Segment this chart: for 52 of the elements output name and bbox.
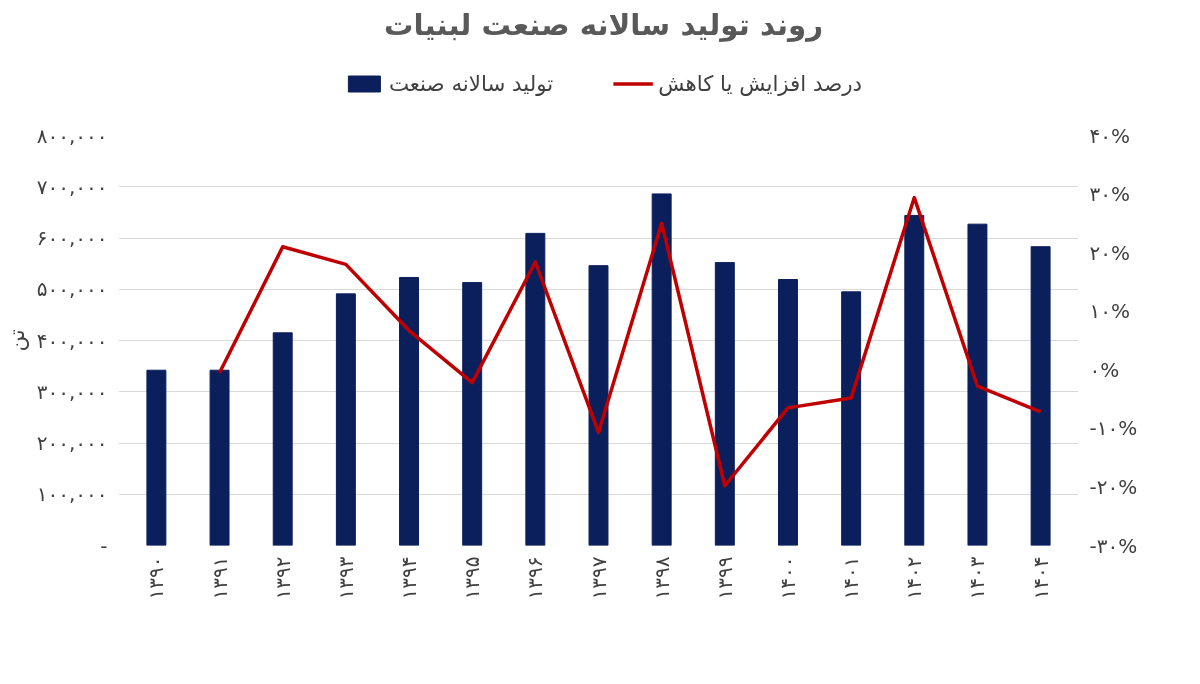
y2-tick-label: -۱۰% [1089,416,1138,441]
y-tick-label: ۱۰۰,۰۰۰ [36,482,108,507]
y-axis-title: تن [3,329,29,352]
x-tick-label: ۱۴۰۴ [1028,556,1053,600]
y-tick-label: - [100,533,108,558]
x-tick-label: ۱۳۹۲ [270,556,295,600]
y2-tick-label: ۰% [1089,357,1120,382]
legend-label: درصد افزایش یا کاهش [658,70,863,96]
y2-tick-label: ۱۰% [1089,299,1130,324]
y2-tick-label: -۲۰% [1089,474,1138,499]
x-tick-label: ۱۳۹۳ [333,556,358,600]
x-tick-label: ۱۳۹۴ [397,556,422,600]
x-tick-label: ۱۴۰۱ [839,556,864,600]
x-tick-label: ۱۳۹۸ [649,556,674,600]
chart-title: روند تولید سالانه صنعت لبنیات [383,7,824,42]
y-tick-label: ۳۰۰,۰۰۰ [36,379,108,404]
bar [146,369,167,546]
bar [525,232,546,546]
bar [399,276,419,546]
y-tick-label: ۵۰۰,۰۰۰ [36,277,108,302]
x-tick-label: ۱۴۰۰ [775,556,800,600]
x-tick-label: ۱۳۹۵ [460,556,485,600]
y-tick-label: ۴۰۰,۰۰۰ [36,328,108,353]
bar [841,291,862,546]
x-tick-label: ۱۳۹۶ [523,556,548,600]
x-tick-label: ۱۳۹۰ [144,556,169,600]
x-tick-label: ۱۳۹۷ [586,556,611,600]
bar [272,332,293,546]
y-tick-label: ۶۰۰,۰۰۰ [36,226,108,250]
x-tick-label: ۱۳۹۱ [207,556,232,600]
bar [335,293,356,546]
bar [1030,246,1051,546]
y2-tick-label: -۳۰% [1089,533,1138,558]
bar [209,369,230,546]
legend-label: تولید سالانه صنعت [388,70,554,96]
bar [651,193,672,546]
bar [904,214,925,546]
y2-tick-label: ۲۰% [1089,240,1130,265]
x-tick-label: ۱۳۹۹ [712,556,737,600]
bar [588,265,609,546]
x-tick-label: ۱۴۰۲ [902,556,927,600]
y2-tick-label: ۴۰% [1089,123,1130,148]
y-tick-label: ۷۰۰,۰۰۰ [36,174,108,199]
line-series [217,195,1043,488]
y2-tick-label: ۳۰% [1089,182,1130,207]
bar [714,262,735,546]
bar [967,223,988,546]
y-tick-label: ۲۰۰,۰۰۰ [36,431,108,455]
bar [778,279,798,546]
x-tick-label: ۱۴۰۳ [965,556,990,600]
y-tick-label: ۸۰۰,۰۰۰ [36,123,108,148]
bar [462,282,483,546]
